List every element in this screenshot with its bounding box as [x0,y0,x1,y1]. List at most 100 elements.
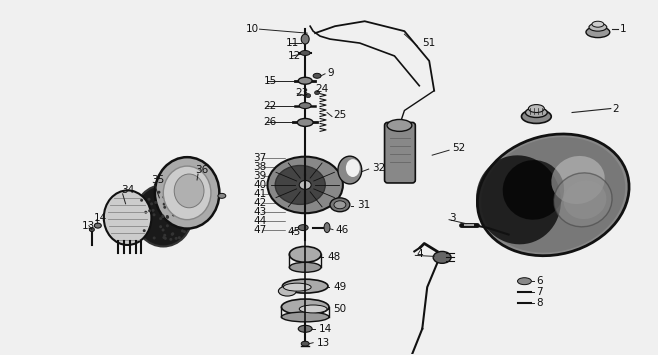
Circle shape [159,231,163,234]
Text: 31: 31 [357,200,370,210]
Circle shape [176,209,178,212]
Circle shape [157,211,161,213]
Text: 48: 48 [327,252,340,262]
Text: 14: 14 [94,213,107,223]
Text: 22: 22 [263,100,277,110]
Ellipse shape [174,174,204,208]
Text: 38: 38 [253,162,267,172]
Text: 9: 9 [327,68,334,78]
Ellipse shape [477,134,629,256]
Circle shape [152,222,155,225]
Text: 25: 25 [333,110,346,120]
Circle shape [145,203,149,207]
Text: 3: 3 [449,213,456,223]
Text: 45: 45 [288,226,301,236]
Ellipse shape [278,286,296,296]
Text: 42: 42 [253,198,267,208]
Text: 26: 26 [263,118,277,127]
Ellipse shape [517,278,532,285]
Ellipse shape [330,198,350,212]
Text: 36: 36 [195,165,209,175]
Circle shape [144,230,147,233]
Circle shape [150,225,153,229]
Circle shape [161,221,163,224]
Ellipse shape [301,341,309,346]
Circle shape [166,220,170,224]
Circle shape [149,196,151,198]
Circle shape [155,195,157,198]
Ellipse shape [155,157,219,229]
Circle shape [141,231,144,234]
Text: 43: 43 [253,207,267,217]
Ellipse shape [586,27,610,38]
Ellipse shape [284,283,311,291]
Text: 39: 39 [253,171,267,181]
Text: 23: 23 [295,88,309,98]
Text: 47: 47 [253,225,267,235]
Text: 51: 51 [422,38,436,48]
Circle shape [159,237,161,240]
Circle shape [172,233,174,236]
Text: 10: 10 [245,24,259,34]
Ellipse shape [313,73,321,78]
Ellipse shape [299,305,327,313]
Text: 15: 15 [263,76,277,86]
Ellipse shape [297,119,313,126]
Text: 50: 50 [333,304,346,314]
Circle shape [163,206,165,208]
Circle shape [143,197,147,200]
Ellipse shape [290,262,321,272]
Text: 2: 2 [612,104,619,114]
Ellipse shape [282,299,329,315]
Text: 34: 34 [122,185,135,195]
Text: 12: 12 [288,51,301,61]
Ellipse shape [94,223,101,228]
Circle shape [152,193,155,196]
Ellipse shape [554,173,612,227]
Text: 4: 4 [417,250,423,260]
Text: 40: 40 [253,180,266,190]
Circle shape [162,199,165,202]
Circle shape [157,217,161,220]
Ellipse shape [387,120,412,131]
Text: 7: 7 [536,287,543,297]
Circle shape [144,232,147,235]
Ellipse shape [163,166,211,220]
Ellipse shape [282,312,329,322]
Ellipse shape [324,223,330,233]
Ellipse shape [89,228,94,231]
Ellipse shape [299,103,311,109]
Circle shape [184,204,186,207]
Text: 11: 11 [286,38,299,48]
Circle shape [161,233,164,235]
Circle shape [161,207,163,210]
Text: 35: 35 [151,175,164,185]
Text: 14: 14 [319,324,332,334]
Text: 44: 44 [253,215,267,226]
Circle shape [146,224,149,226]
Ellipse shape [298,225,308,231]
Text: 13: 13 [82,220,95,231]
Text: 52: 52 [452,143,465,153]
Text: 37: 37 [253,153,267,163]
Ellipse shape [528,105,544,113]
Text: 13: 13 [317,338,330,348]
Circle shape [177,200,180,203]
Circle shape [172,225,175,228]
Ellipse shape [551,156,605,204]
Circle shape [166,238,168,241]
Ellipse shape [306,94,311,98]
Ellipse shape [334,201,346,209]
Text: 49: 49 [333,282,346,292]
Ellipse shape [298,325,312,332]
Circle shape [171,191,174,194]
Ellipse shape [476,155,561,244]
Ellipse shape [218,193,226,198]
Text: 6: 6 [536,276,543,286]
Ellipse shape [290,246,321,262]
Circle shape [147,213,150,216]
Text: 1: 1 [620,24,626,34]
Circle shape [162,237,165,240]
Text: 8: 8 [536,298,543,308]
Text: 46: 46 [335,225,348,235]
